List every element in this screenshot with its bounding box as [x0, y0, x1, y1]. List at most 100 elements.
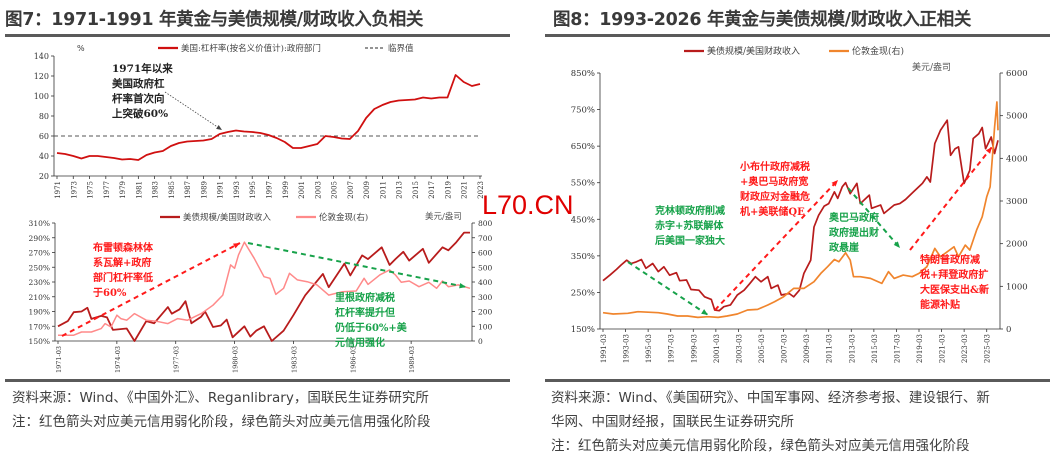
y-tick-label-right: 600 [478, 249, 493, 258]
annotation-bretton-woods: 布雷顿森林体 系瓦解+政府 部门杠杆率低 于60% [93, 243, 153, 299]
y-tick-label-right: 500 [478, 263, 493, 272]
callout-arrow-head [216, 124, 222, 130]
legend-label: 美债规模/美国财政收入 [183, 212, 271, 223]
x-tick-label: 1997 [266, 181, 274, 199]
y-tick-label: 550% [571, 179, 595, 189]
fig7-note: 注：红色箭头对应美元信用弱化阶段，绿色箭头对应美元信用强化阶段 [12, 414, 431, 430]
red-trend-arrow-head [233, 243, 240, 249]
x-tick-label: 1991 [217, 181, 225, 199]
x-tick-label: 1974-03 [114, 346, 122, 373]
x-tick-label: 1995-03 [645, 334, 653, 363]
red-trend-arrow [61, 242, 241, 337]
annotation-fiscal-cliff: 奥巴马政府 政府提出财 政悬崖 [829, 213, 879, 254]
y-tick-label-right: 400 [478, 278, 493, 287]
x-tick-label: 1993 [233, 181, 241, 199]
y-tick-label: 290% [29, 234, 50, 243]
x-tick-label: 1999 [282, 181, 290, 199]
y-tick-label: 20 [39, 172, 49, 181]
annotation-trump-biden: 特朗普政府减 税+拜登政府扩 大医保支出&新 能源补贴 [920, 255, 990, 311]
x-tick-label: 2025-03 [984, 334, 992, 363]
x-tick-label: 2015 [412, 181, 420, 199]
right-axis-unit: 美元/盎司 [425, 211, 462, 222]
y-tick-label-right: 800 [478, 219, 493, 228]
legend-label: 伦敦金现(右) [319, 212, 368, 223]
right-axis-unit: 美元/盎司 [912, 61, 951, 73]
legend-label: 临界值 [388, 43, 414, 54]
y-tick-label: 190% [29, 308, 50, 317]
title-divider [545, 34, 1050, 37]
x-tick-label: 1977 [103, 181, 111, 199]
x-tick-label: 2015-03 [871, 334, 879, 363]
green-trend-arrow-head [459, 283, 466, 289]
y-tick-label-right: 4000 [1006, 154, 1028, 164]
x-tick-label: 1995 [249, 181, 257, 199]
source-divider [5, 379, 510, 382]
x-tick-label: 1989-03 [408, 346, 416, 373]
y-tick-label-right: 0 [478, 337, 483, 346]
y-tick-label: 650% [571, 142, 595, 152]
y-tick-label-right: 5000 [1006, 112, 1028, 122]
fig8-source-line1: 资料来源：Wind、《美国研究》、中国军事网、经济参考报、建设银行、新 [551, 390, 990, 406]
figure-7-title: 图7：1971-1991 年黄金与美债规模/财政收入负相关 [5, 10, 424, 30]
x-tick-label: 2023-03 [961, 334, 969, 363]
green-trend-arrow [247, 242, 467, 288]
callout-arrow [164, 91, 223, 131]
x-tick-label: 1971-03 [55, 346, 63, 373]
x-tick-label: 2019-03 [916, 334, 924, 363]
y-tick-label: 170% [29, 322, 50, 331]
x-tick-label: 1973 [70, 181, 78, 199]
green-trend-arrow-head [701, 309, 708, 315]
x-tick-label: 2011 [379, 181, 387, 199]
series-line-1 [56, 74, 481, 161]
x-tick-label: 1983 [152, 181, 160, 199]
y-tick-label-right: 2000 [1006, 240, 1028, 250]
x-tick-label: 1985 [168, 181, 176, 199]
x-tick-label: 2019 [444, 181, 452, 199]
y-tick-label: 270% [29, 249, 50, 258]
x-tick-label: 1991-03 [600, 334, 608, 363]
y-tick-label: 120 [34, 72, 49, 81]
red-trend-arrow [909, 146, 993, 251]
x-tick-label: 1979 [119, 181, 127, 199]
y-tick-label-right: 1000 [1006, 282, 1028, 292]
x-tick-label: 1980-03 [232, 346, 240, 373]
y-tick-label: 450% [571, 215, 595, 225]
x-tick-label: 2023 [477, 181, 485, 199]
x-tick-label: 2011-03 [826, 334, 834, 363]
source-divider [545, 379, 1050, 382]
y-tick-label: 140 [34, 52, 49, 61]
red-trend-arrow [714, 179, 839, 311]
legend-label: 美债规模/美国财政收入 [707, 45, 800, 57]
x-tick-label: 2009 [363, 181, 371, 199]
red-trend-arrow-head [831, 180, 838, 187]
x-tick-label: 2003 [314, 181, 322, 199]
x-tick-label: 1977-03 [173, 346, 181, 373]
figure-8-title: 图8：1993-2026 年黄金与美债规模/财政收入正相关 [553, 10, 972, 30]
y-tick-label-right: 0 [1006, 325, 1011, 335]
y-tick-label: 230% [29, 278, 50, 287]
green-trend-arrow [627, 261, 709, 316]
annotation-clinton: 克林顿政府削减 赤字+苏联解体 后美国一家独大 [655, 206, 725, 247]
series-line-2 [58, 241, 471, 336]
fig8-note: 注：红色箭头对应美元信用弱化阶段，绿色箭头对应美元信用强化阶段 [551, 438, 970, 454]
y-tick-label-right: 700 [478, 234, 493, 243]
title-divider [5, 34, 510, 37]
x-tick-label: 2013-03 [848, 334, 856, 363]
x-tick-label: 2009-03 [803, 334, 811, 363]
watermark: L70.CN [482, 190, 574, 220]
y-tick-label: 250% [571, 288, 595, 298]
y-tick-label: 60 [39, 132, 49, 141]
x-tick-label: 1997-03 [668, 334, 676, 363]
x-tick-label: 2021-03 [939, 334, 947, 363]
x-tick-label: 2003-03 [735, 334, 743, 363]
x-tick-label: 1971 [54, 181, 62, 199]
annotation-bush-obama: 小布什政府减税 +奥巴马政府宽 财政应对金融危 机+美联储QE [740, 162, 810, 218]
x-tick-label: 1999-03 [690, 334, 698, 363]
y-tick-label-right: 100 [478, 322, 493, 331]
x-tick-label: 2001 [298, 181, 306, 199]
x-tick-label: 2021 [461, 181, 469, 199]
y-tick-label: 750% [571, 106, 595, 116]
